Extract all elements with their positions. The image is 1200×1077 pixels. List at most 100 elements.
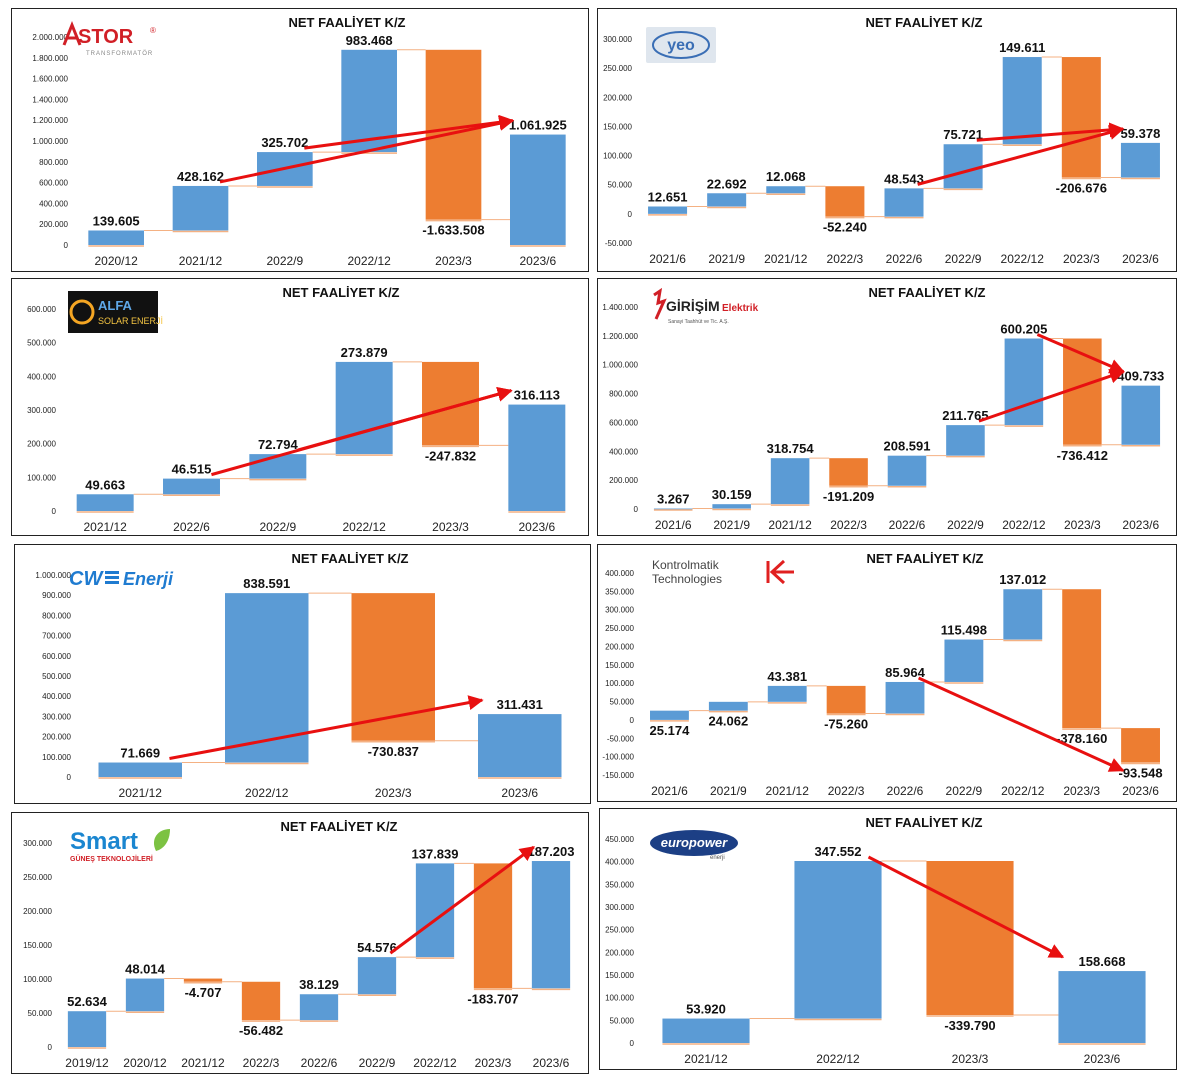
bar-2021/9 (708, 701, 748, 711)
bar-2023/3 (1062, 589, 1102, 729)
logo-name: Smart (70, 828, 138, 855)
chart-title: NET FAALİYET K/Z (289, 15, 406, 30)
y-tick-label: 400.000 (605, 858, 634, 867)
y-tick-label: 300.000 (27, 406, 56, 415)
chart-svg: NET FAALİYET K/Z 0 100.000 200.000 300.000 40… (35, 551, 562, 800)
x-category-label: 2022/12 (1002, 518, 1046, 532)
bar-2022/12 (341, 49, 397, 153)
y-tick-label: 150.000 (605, 661, 634, 670)
data-label: -730.837 (368, 744, 419, 759)
data-label: 318.754 (767, 441, 815, 456)
data-label: 428.162 (177, 169, 224, 184)
x-category-label: 2022/6 (173, 520, 210, 534)
x-category-label: 2022/12 (1001, 252, 1045, 266)
y-tick-label: 500.000 (42, 672, 71, 681)
bar-2022/3 (826, 685, 866, 714)
y-tick-label: 0 (634, 505, 639, 514)
data-label: 49.663 (85, 477, 125, 492)
y-tick-label: 200.000 (23, 907, 52, 916)
logo-bg (646, 27, 716, 63)
x-category-label: 2022/3 (827, 252, 864, 266)
data-label: -56.482 (239, 1023, 283, 1038)
data-label: -191.209 (823, 489, 874, 504)
data-label: 139.605 (93, 213, 140, 228)
x-category-label: 2022/6 (889, 518, 926, 532)
data-label: -736.412 (1057, 448, 1108, 463)
x-category-label: 2023/6 (1122, 784, 1159, 798)
bar-2023/6 (1120, 142, 1160, 178)
bar-2021/12 (76, 494, 134, 511)
trend-arrow (304, 114, 515, 150)
data-label: 43.381 (767, 669, 807, 684)
data-label: 75.721 (943, 127, 983, 142)
bar-2020/12 (88, 230, 144, 245)
y-tick-label: 0 (630, 716, 635, 725)
x-category-label: 2023/6 (518, 520, 555, 534)
x-category-label: 2022/12 (413, 1056, 457, 1070)
data-label: 158.668 (1079, 954, 1126, 969)
data-label: -1.633.508 (422, 223, 484, 238)
y-tick-label: 1.600.000 (32, 75, 68, 84)
data-label: -75.260 (824, 717, 868, 732)
x-category-label: 2022/12 (245, 786, 289, 800)
y-tick-label: 400.000 (605, 569, 634, 578)
y-tick-label: 100.000 (603, 152, 632, 161)
chart-panel-alfa: NET FAALİYET K/Z 0 100.000 200.000 300.000 40… (11, 278, 589, 536)
chart-svg: NET FAALİYET K/Z 0 50.000 100.000 150.000 200… (23, 819, 574, 1070)
bar-2023/3 (422, 361, 479, 446)
data-label: 838.591 (243, 576, 290, 591)
data-label: 137.839 (412, 846, 459, 861)
y-tick-label: 300.000 (42, 712, 71, 721)
data-label: 273.879 (341, 345, 388, 360)
y-tick-label: 1.000.000 (35, 571, 71, 580)
x-category-label: 2021/12 (179, 254, 223, 268)
x-category-label: 2023/3 (1064, 518, 1101, 532)
bar-2021/12 (172, 185, 229, 231)
data-label: 38.129 (299, 977, 339, 992)
bar-2022/9 (943, 144, 983, 189)
bar-2021/6 (653, 508, 693, 510)
logo-astor: STOR ® TRANSFORMATÖR (62, 20, 156, 57)
chart-panel-girisim: NET FAALİYET K/Z 0 200.000 400.000 600.000 80… (597, 278, 1177, 536)
bar-2022/6 (884, 188, 924, 217)
bar-2019/12 (67, 1011, 107, 1047)
trend-arrow (867, 855, 1065, 959)
y-tick-label: 350.000 (605, 880, 634, 889)
logo-name: Kontrolmatik (652, 558, 720, 572)
trend-arrow (917, 125, 1125, 186)
europower-swoosh-icon (650, 830, 738, 856)
x-category-label: 2022/6 (301, 1056, 338, 1070)
y-tick-label: 800.000 (42, 611, 71, 620)
x-category-label: 2021/12 (181, 1056, 225, 1070)
logo-girisim: GİRİŞİM Elektrik Sanayi Taahhüt ve Tic. A.… (653, 287, 759, 325)
y-tick-label: 250.000 (605, 926, 634, 935)
y-tick-label: 200.000 (605, 948, 634, 957)
x-category-label: 2021/12 (768, 518, 812, 532)
data-label: 347.552 (815, 844, 862, 859)
data-label: 24.062 (708, 714, 748, 729)
y-tick-label: 0 (52, 507, 57, 516)
data-label: -206.676 (1056, 181, 1107, 196)
chart-panel-astor: NET FAALİYET K/Z 0 200.000 400.000 600.000 80… (11, 8, 589, 272)
data-label: 71.669 (120, 746, 160, 761)
data-label: 48.014 (125, 962, 166, 977)
y-tick-label: 100.000 (605, 679, 634, 688)
y-tick-label: 400.000 (27, 372, 56, 381)
bar-2023/3 (351, 593, 435, 741)
y-tick-label: 0 (630, 1039, 635, 1048)
bar-2021/12 (183, 978, 223, 982)
y-tick-label: 100.000 (42, 753, 71, 762)
bar-2022/9 (249, 454, 307, 479)
x-category-label: 2021/6 (649, 252, 686, 266)
x-category-label: 2022/9 (359, 1056, 396, 1070)
data-label: 115.498 (941, 623, 987, 638)
y-tick-label: 400.000 (39, 199, 68, 208)
y-tick-label: 800.000 (609, 390, 638, 399)
x-category-label: 2023/3 (475, 1056, 512, 1070)
data-label: -52.240 (823, 220, 867, 235)
bar-2022/12 (1003, 589, 1043, 640)
bar-2022/3 (241, 981, 281, 1021)
x-category-label: 2021/6 (651, 784, 688, 798)
